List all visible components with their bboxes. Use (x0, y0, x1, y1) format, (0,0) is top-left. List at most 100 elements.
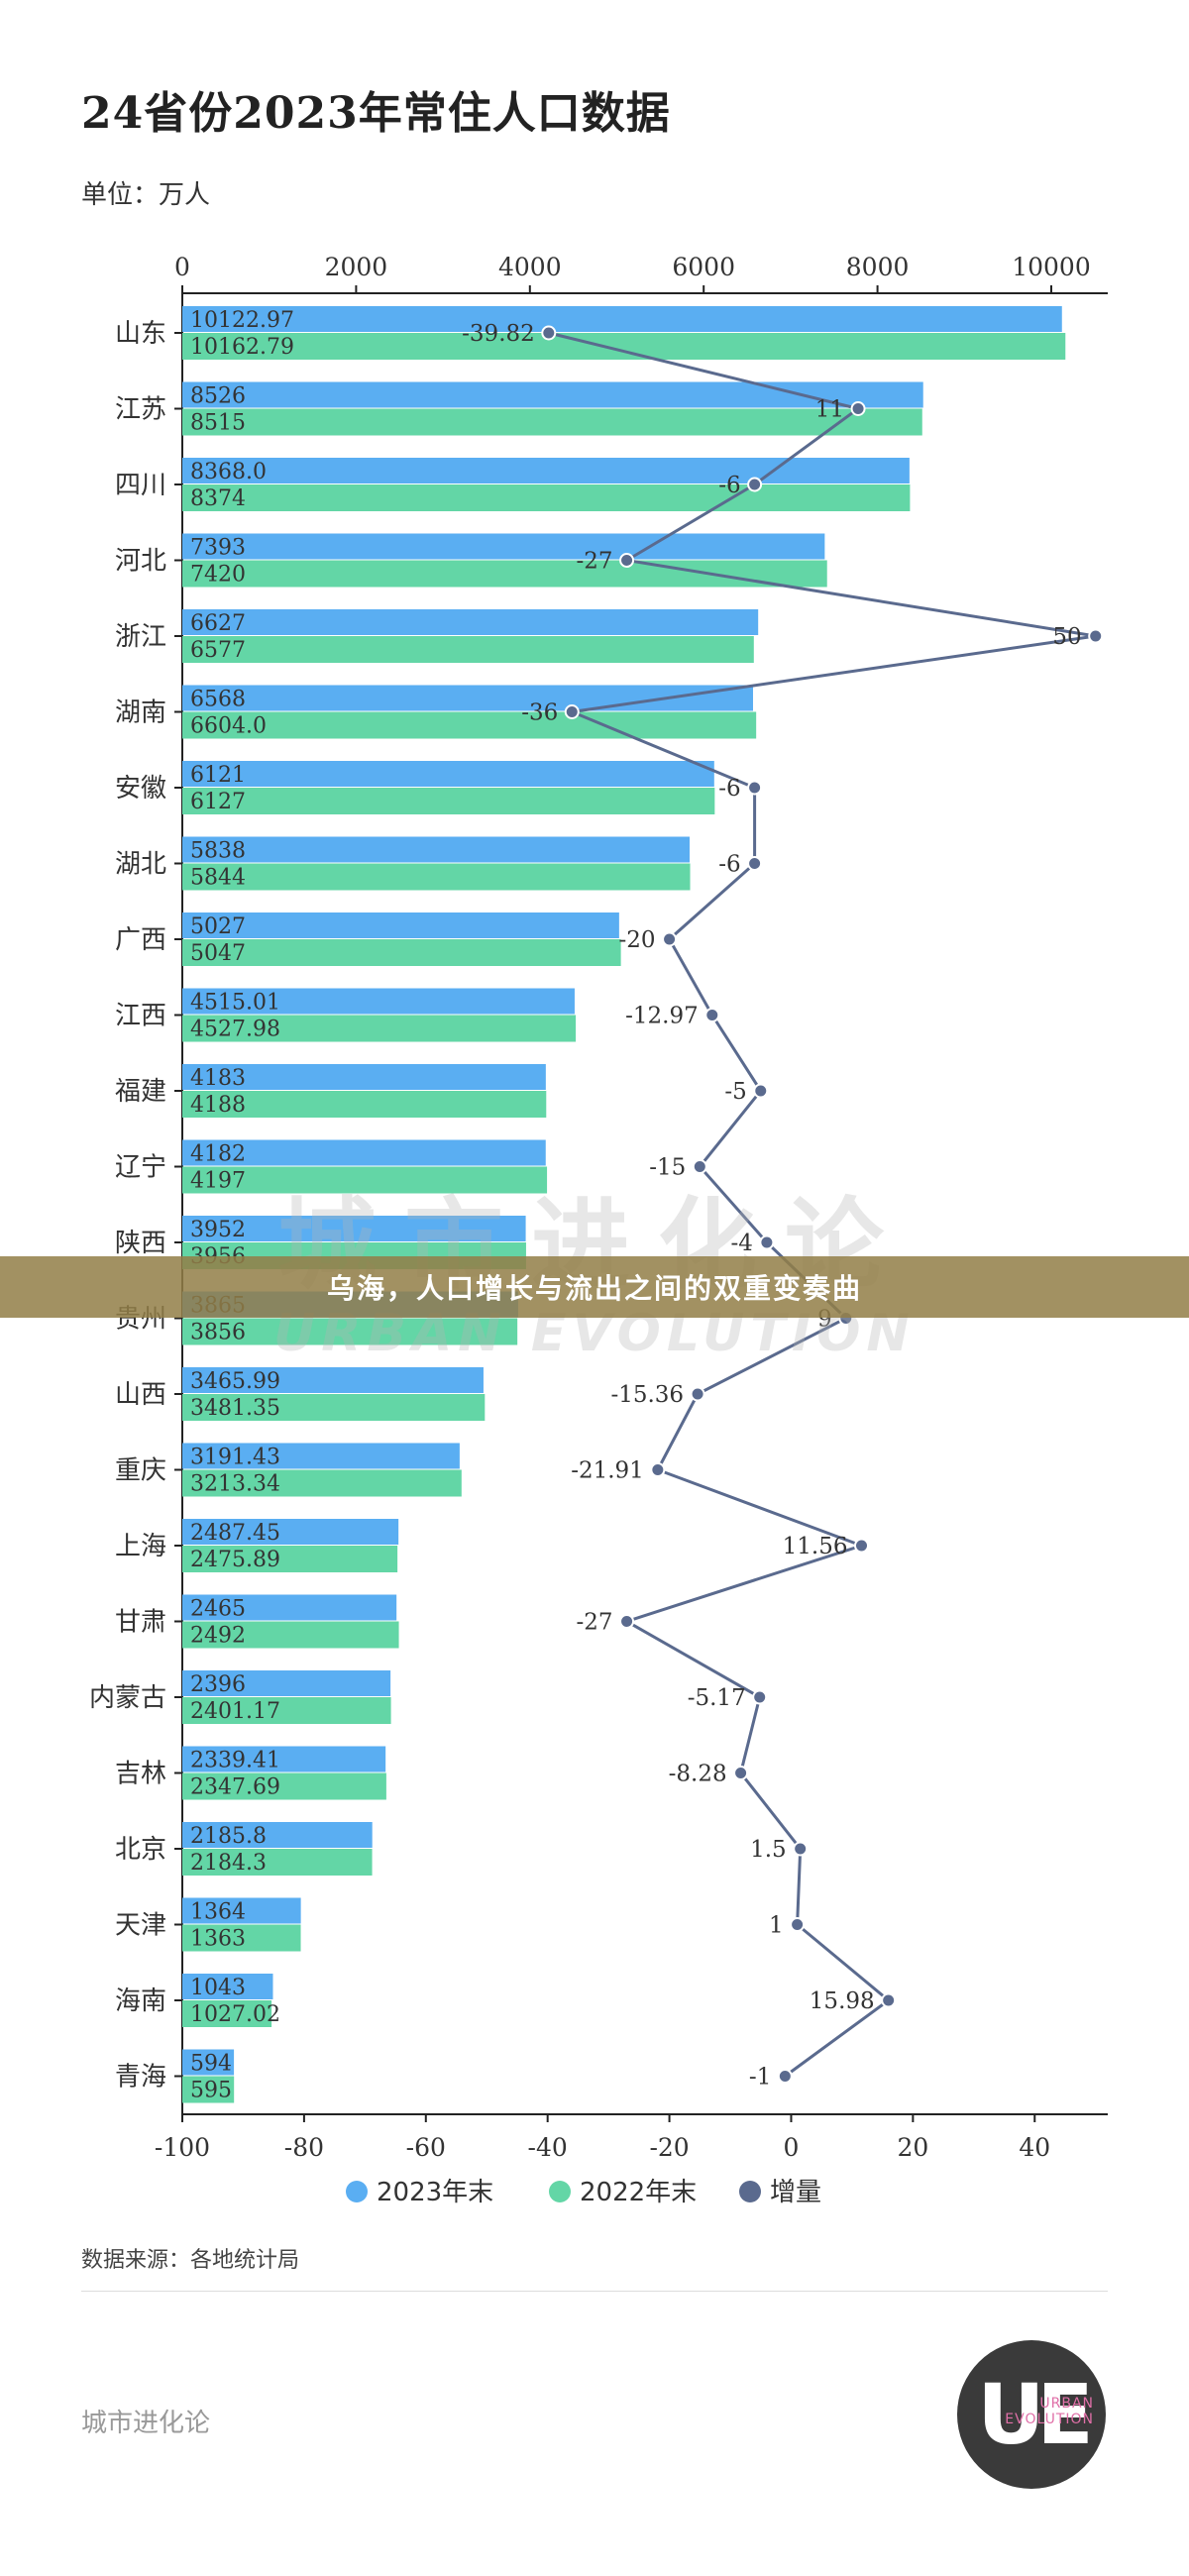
increment-label: -36 (521, 700, 558, 726)
bar-label-2022: 2475.89 (190, 1548, 280, 1572)
increment-point (541, 325, 557, 341)
bar-label-2023: 6121 (190, 763, 246, 788)
bar-label-2022: 4197 (190, 1169, 246, 1194)
brand-logo: UE URBAN EVOLUTION (957, 2340, 1106, 2489)
category-label: 辽宁 (115, 1153, 166, 1183)
increment-point (753, 1083, 769, 1099)
population-chart: 0 2000 4000 6000 8000 10000 -100 -80 -60 -40 -20 0 2… (89, 253, 1108, 2207)
bar-2022 (182, 1015, 577, 1042)
bar-label-2022: 1363 (190, 1927, 246, 1952)
increment-point (704, 1008, 720, 1022)
bar-2023 (182, 2049, 235, 2076)
category-label: 陕西 (115, 1229, 166, 1258)
bar-label-2023: 4182 (190, 1142, 246, 1167)
bar-label-2023: 6568 (190, 688, 246, 712)
bar-2022 (182, 2076, 235, 2103)
bar-label-2022: 4188 (190, 1093, 246, 1118)
increment-point (881, 1992, 897, 2008)
bar-label-2022: 3481.35 (190, 1396, 280, 1421)
increment-label: -27 (577, 1610, 613, 1636)
bar-2023 (182, 1974, 273, 1999)
increment-point (650, 1462, 666, 1477)
bar-2022 (182, 1091, 547, 1118)
unit-label: 单位：万人 (81, 180, 211, 210)
bar-2023 (182, 1670, 391, 1696)
increment-point (564, 704, 580, 719)
bar-2022 (182, 711, 757, 739)
chart-title: 24省份2023年常住人口数据 (81, 88, 671, 139)
category-label: 安徽 (115, 774, 166, 804)
bar-2023 (182, 533, 825, 560)
top-tick-label: 2000 (325, 253, 388, 281)
increment-label: 11.56 (783, 1534, 848, 1559)
increment-label: -4 (730, 1231, 752, 1256)
legend-marker (549, 2181, 571, 2202)
increment-label: -5 (724, 1079, 746, 1105)
increment-point (793, 1841, 809, 1857)
bottom-tick-label: 20 (897, 2133, 928, 2162)
bar-label-2022: 2347.69 (190, 1775, 280, 1800)
bar-2022 (182, 939, 621, 966)
bar-2023 (182, 1216, 526, 1241)
bar-label-2022: 3856 (190, 1321, 246, 1345)
category-label: 浙江 (115, 622, 166, 652)
bar-label-2022: 2401.17 (190, 1699, 280, 1724)
increment-point (747, 856, 763, 871)
bar-2022 (182, 333, 1066, 360)
bar-label-2022: 595 (190, 2079, 232, 2103)
logo-text-line1: URBAN (1039, 2396, 1094, 2412)
increment-point (752, 1689, 768, 1705)
bar-label-2023: 5838 (190, 839, 246, 864)
increment-label: -27 (577, 549, 613, 575)
bar-label-2023: 1364 (190, 1900, 246, 1925)
bar-label-2023: 10122.97 (190, 308, 294, 333)
increment-label: -15 (649, 1155, 686, 1181)
bar-label-2023: 4183 (190, 1066, 246, 1091)
bar-2023 (182, 1443, 460, 1469)
bar-label-2023: 8526 (190, 384, 246, 409)
bar-label-2022: 4527.98 (190, 1018, 280, 1042)
increment-point (733, 1766, 749, 1780)
bar-label-2023: 2185.8 (190, 1824, 267, 1849)
bar-label-2023: 8368.0 (190, 460, 267, 484)
increment-label: -6 (718, 473, 740, 498)
increment-point (747, 780, 763, 796)
legend-label: 增量 (770, 2178, 821, 2207)
bar-2023 (182, 988, 575, 1015)
bar-2022 (182, 788, 715, 814)
bar-2023 (182, 1822, 373, 1848)
headline-banner[interactable]: 乌海，人口增长与流出之间的双重变奏曲 (0, 1256, 1189, 1318)
bar-label-2022: 10162.79 (190, 335, 294, 360)
bar-2023 (182, 1064, 546, 1090)
increment-label: -20 (619, 927, 656, 953)
logo-text: URBAN EVOLUTION (1005, 2396, 1094, 2427)
headline-text: 乌海，人口增长与流出之间的双重变奏曲 (326, 1272, 862, 1305)
bar-2022 (182, 1166, 548, 1194)
category-label: 河北 (115, 547, 166, 577)
top-tick-label: 10000 (1012, 253, 1091, 281)
category-label: 江西 (115, 1002, 166, 1031)
bar-2023 (182, 609, 759, 635)
bar-label-2023: 3952 (190, 1218, 246, 1242)
bar-2023 (182, 1519, 399, 1545)
bar-2022 (182, 1697, 391, 1724)
increment-label: -21.91 (571, 1458, 644, 1484)
category-label: 重庆 (115, 1456, 166, 1486)
bar-2023 (182, 1594, 397, 1621)
increment-line (548, 331, 1096, 2078)
increment-point (747, 477, 763, 492)
category-label: 海南 (115, 1986, 166, 2016)
category-label: 湖南 (115, 698, 166, 728)
bar-2022 (182, 1546, 398, 1572)
increment-point (692, 1159, 707, 1174)
bottom-tick-label: -100 (155, 2133, 210, 2162)
increment-point (854, 1538, 870, 1554)
increment-label: -15.36 (610, 1382, 684, 1408)
bar-2022 (182, 1469, 462, 1497)
bar-label-2023: 1043 (190, 1976, 246, 2000)
category-label: 上海 (115, 1532, 166, 1561)
bar-label-2023: 2339.41 (190, 1749, 280, 1773)
increment-label: -6 (718, 852, 740, 878)
bar-label-2022: 2492 (190, 1624, 246, 1649)
bar-label-2022: 5047 (190, 941, 246, 966)
